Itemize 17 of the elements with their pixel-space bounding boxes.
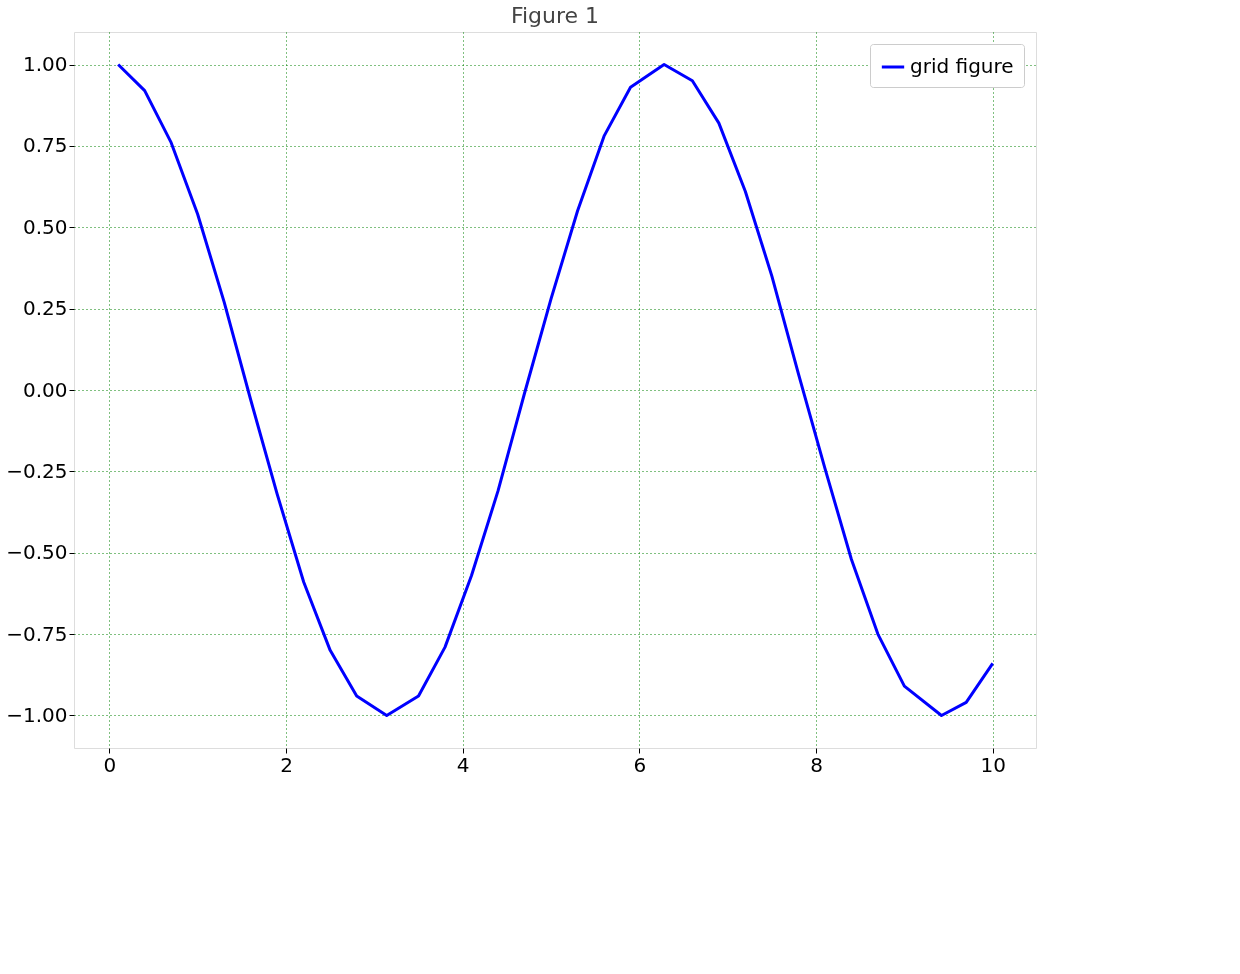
y-tick-label: −0.25	[6, 458, 68, 483]
y-tick-label: −0.75	[6, 621, 68, 646]
y-tick-label: −1.00	[6, 702, 68, 727]
x-tick-label: 0	[103, 752, 117, 777]
y-tick-label: 0.25	[22, 296, 68, 321]
x-tick-label: 8	[810, 752, 823, 777]
chart-title: Figure 1	[510, 3, 600, 28]
x-tick-label: 2	[280, 752, 293, 777]
legend-label: grid figure	[910, 54, 1014, 78]
y-tick-label: −0.50	[6, 540, 68, 565]
y-tick-label: 0.00	[22, 377, 68, 402]
y-tick-label: 1.00	[22, 52, 68, 77]
y-tick-label: 0.75	[22, 133, 68, 158]
x-tick-label: 6	[633, 752, 647, 777]
x-tick-label: 4	[456, 752, 470, 777]
x-tick-label: 10	[980, 752, 1006, 777]
y-tick-label: 0.50	[22, 214, 68, 239]
